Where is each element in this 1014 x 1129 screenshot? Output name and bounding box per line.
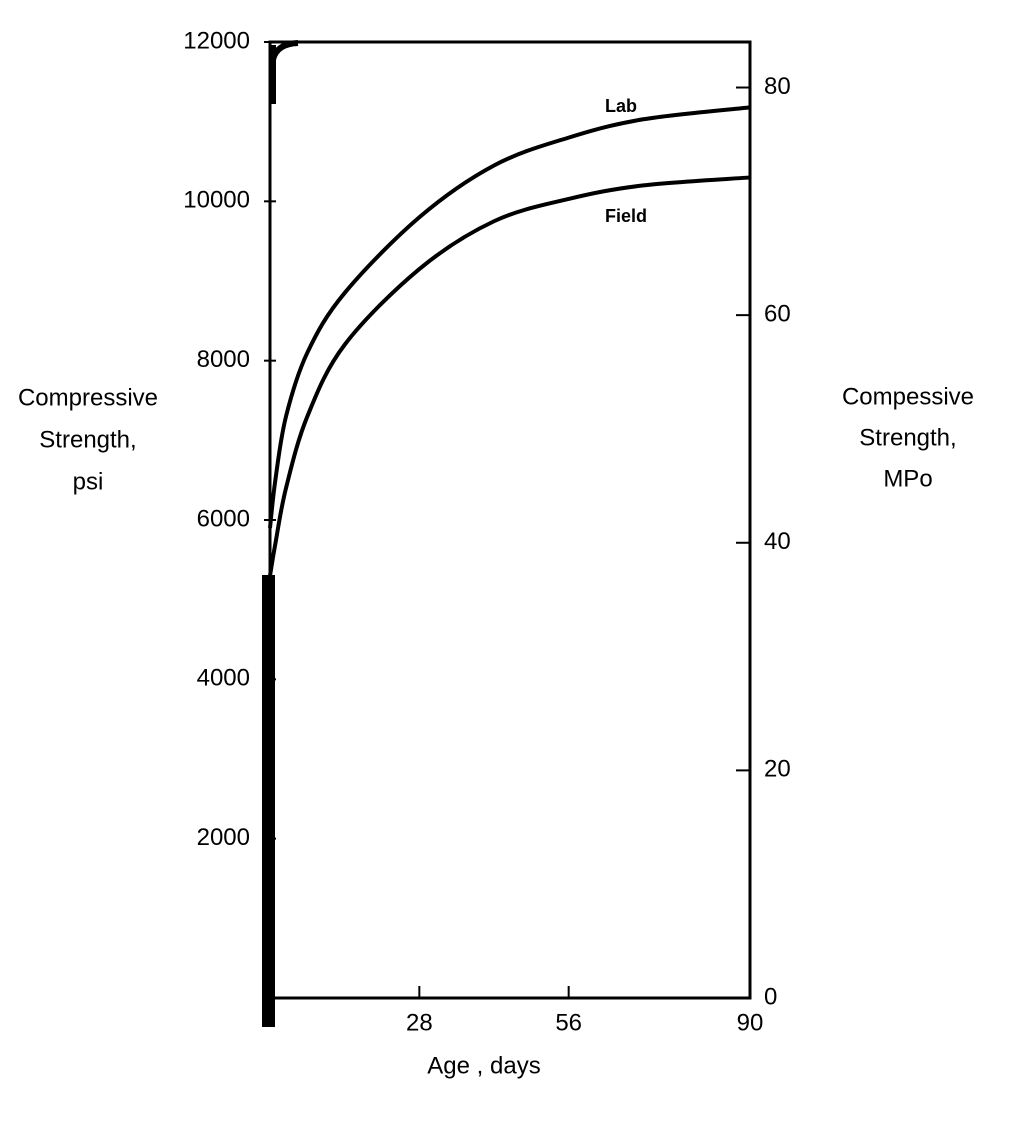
- x-tick-label: 90: [737, 1009, 764, 1036]
- y2-tick-label: 20: [764, 756, 791, 783]
- y-tick-label: 8000: [197, 346, 250, 373]
- y-axis-label: psi: [73, 468, 104, 495]
- plot-frame: [268, 40, 752, 1000]
- y2-tick-label: 80: [764, 73, 791, 100]
- series-label: Field: [605, 206, 647, 226]
- series-label: Lab: [605, 96, 637, 116]
- series-line: [268, 105, 751, 529]
- y2-tick-label: 60: [764, 300, 791, 327]
- series-line: [268, 175, 751, 577]
- x-axis-label: Age , days: [427, 1052, 540, 1079]
- x-tick-label: 56: [555, 1009, 582, 1036]
- y-tick-label: 4000: [197, 665, 250, 692]
- y-axis-label: Compressive: [18, 384, 158, 411]
- y-tick-label: 6000: [197, 505, 250, 532]
- y2-axis-label: MPo: [883, 465, 932, 492]
- y2-tick-label: 0: [764, 983, 777, 1010]
- y-tick-label: 10000: [183, 187, 250, 214]
- y-tick-label: 2000: [197, 824, 250, 851]
- corner-mark: [270, 40, 299, 104]
- y-tick-label: 12000: [183, 27, 250, 54]
- y-axis-label: Strength,: [39, 426, 136, 453]
- x-tick-label: 28: [406, 1009, 433, 1036]
- y2-axis-label: Strength,: [859, 424, 956, 451]
- y2-tick-label: 40: [764, 528, 791, 555]
- y2-axis-label: Compessive: [842, 383, 974, 410]
